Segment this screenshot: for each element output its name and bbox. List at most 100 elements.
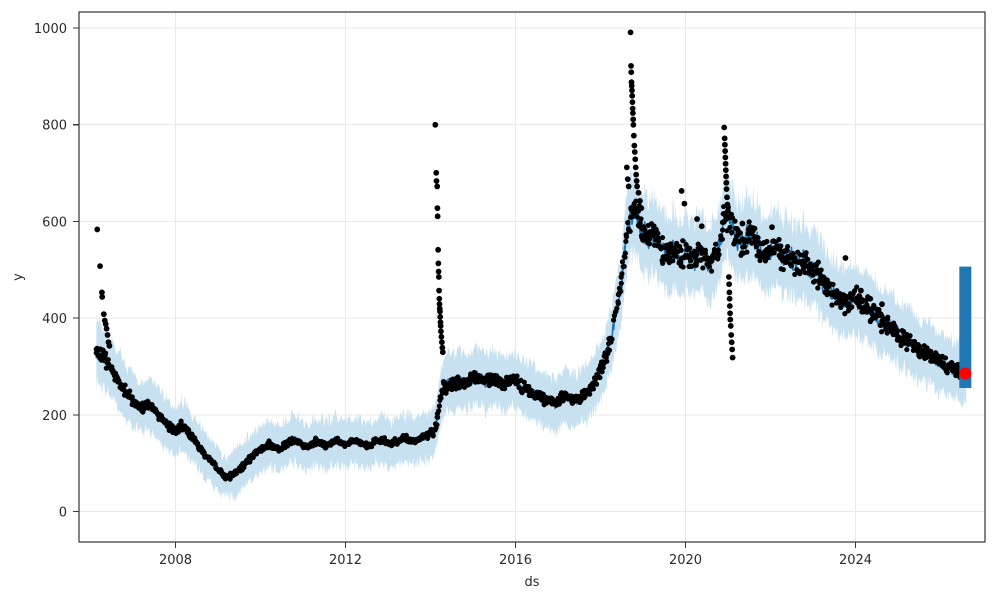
observed-point bbox=[729, 346, 736, 353]
observed-point bbox=[722, 141, 728, 148]
observed-point bbox=[637, 198, 643, 204]
observed-point bbox=[436, 403, 442, 409]
observed-point bbox=[430, 432, 436, 438]
y-axis-title: y bbox=[11, 273, 26, 281]
observed-point bbox=[638, 205, 645, 212]
observed-point bbox=[708, 268, 715, 274]
observed-point bbox=[728, 339, 735, 346]
observed-point bbox=[673, 253, 680, 259]
observed-point bbox=[723, 186, 730, 193]
forecast-bar[interactable] bbox=[959, 266, 972, 388]
observed-point bbox=[129, 394, 135, 400]
observed-point bbox=[736, 239, 742, 245]
observed-point bbox=[437, 313, 444, 320]
observed-point bbox=[716, 251, 722, 258]
observed-point bbox=[678, 247, 684, 253]
observed-point bbox=[432, 121, 439, 128]
observed-point bbox=[621, 263, 627, 270]
observed-point bbox=[106, 342, 113, 349]
observed-point bbox=[448, 382, 454, 388]
observed-point bbox=[436, 287, 442, 294]
observed-point bbox=[604, 358, 610, 364]
observed-point bbox=[624, 176, 631, 183]
observed-point bbox=[105, 356, 111, 363]
ytick-label-400: 400 bbox=[42, 312, 67, 327]
observed-point bbox=[597, 374, 603, 381]
observed-point bbox=[688, 258, 694, 264]
observed-point bbox=[99, 289, 105, 296]
observed-point bbox=[435, 260, 442, 267]
observed-point bbox=[630, 132, 637, 139]
observed-point bbox=[727, 323, 734, 329]
observed-point bbox=[437, 308, 443, 315]
observed-point bbox=[719, 236, 725, 242]
observed-point bbox=[726, 303, 733, 309]
observed-point bbox=[928, 348, 934, 354]
observed-points[interactable] bbox=[93, 29, 966, 482]
observed-point bbox=[631, 149, 638, 155]
observed-point bbox=[668, 241, 674, 247]
observed-point bbox=[765, 255, 771, 261]
observed-point bbox=[610, 317, 617, 323]
observed-point bbox=[433, 178, 440, 184]
observed-point bbox=[790, 250, 796, 257]
xtick-label-2024: 2024 bbox=[839, 553, 872, 568]
observed-point bbox=[715, 247, 721, 253]
observed-point bbox=[435, 414, 441, 420]
observed-point bbox=[778, 243, 784, 249]
xtick-label-2016: 2016 bbox=[499, 553, 532, 568]
x-axis: 2008 2012 2016 2020 2024 bbox=[159, 542, 872, 568]
observed-point bbox=[829, 302, 835, 308]
observed-point bbox=[606, 347, 613, 353]
observed-point bbox=[723, 173, 729, 180]
observed-point bbox=[722, 148, 729, 154]
observed-point bbox=[116, 377, 122, 384]
observed-point bbox=[438, 333, 445, 340]
xtick-label-2012: 2012 bbox=[329, 553, 362, 568]
observed-point bbox=[619, 271, 625, 277]
observed-point bbox=[625, 219, 631, 226]
observed-point bbox=[694, 216, 700, 222]
y-axis: 0 200 400 600 800 1000 bbox=[34, 22, 79, 521]
observed-point bbox=[805, 256, 811, 262]
observed-point bbox=[769, 224, 775, 231]
observed-point bbox=[587, 391, 593, 397]
observed-point bbox=[122, 382, 128, 388]
observed-point bbox=[630, 116, 637, 123]
observed-point bbox=[780, 266, 786, 273]
observed-point bbox=[812, 278, 818, 284]
observed-point bbox=[706, 263, 712, 270]
observed-point bbox=[250, 454, 256, 461]
observed-point bbox=[625, 183, 632, 190]
ytick-label-0: 0 bbox=[59, 506, 67, 521]
observed-point bbox=[104, 332, 111, 338]
observed-point bbox=[212, 461, 218, 467]
observed-point bbox=[672, 245, 678, 251]
observed-point bbox=[629, 105, 636, 112]
observed-point bbox=[792, 271, 798, 278]
observed-point bbox=[670, 258, 676, 264]
observed-point bbox=[722, 167, 729, 173]
forecast-point-marker[interactable] bbox=[959, 367, 972, 380]
observed-point bbox=[629, 99, 636, 106]
observed-point bbox=[725, 207, 731, 214]
observed-point bbox=[127, 388, 133, 394]
observed-point bbox=[619, 259, 626, 265]
observed-point bbox=[618, 280, 624, 286]
observed-point bbox=[622, 254, 628, 260]
observed-point bbox=[436, 301, 443, 308]
observed-point bbox=[434, 213, 441, 220]
observed-point bbox=[729, 229, 735, 236]
observed-point bbox=[725, 214, 732, 221]
observed-point bbox=[687, 245, 693, 251]
observed-point bbox=[627, 29, 634, 36]
plot-border bbox=[78, 11, 986, 543]
observed-point bbox=[623, 164, 630, 171]
observed-point bbox=[753, 244, 759, 250]
observed-point bbox=[439, 349, 446, 356]
observed-point bbox=[647, 241, 653, 247]
observed-point bbox=[628, 63, 634, 69]
observed-point bbox=[744, 249, 750, 255]
